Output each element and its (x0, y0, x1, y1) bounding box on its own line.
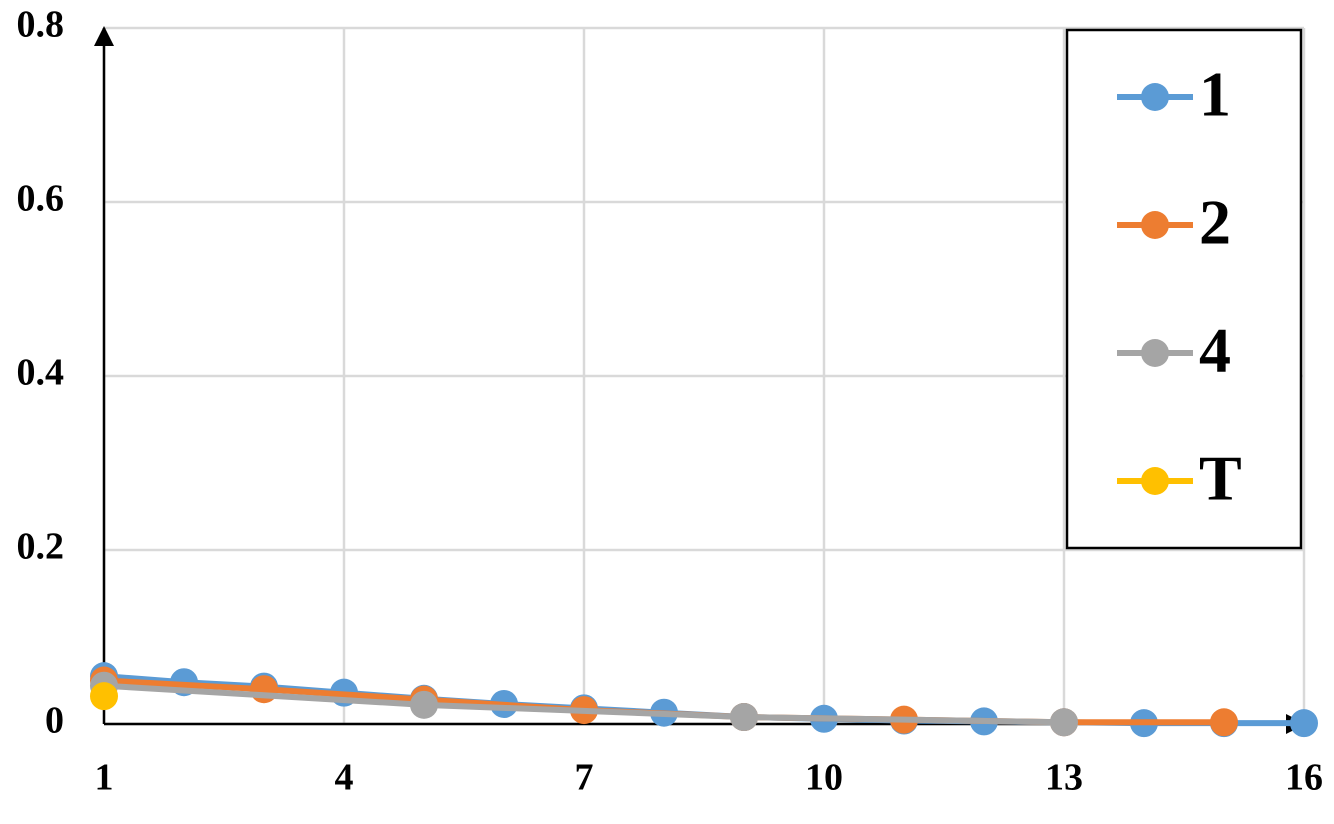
legend-marker (1141, 211, 1169, 239)
data-point (1050, 708, 1078, 737)
y-tick-label: 0.4 (17, 352, 65, 394)
data-point (730, 703, 758, 732)
legend-label: 4 (1199, 315, 1231, 386)
y-tick-label: 0 (45, 700, 64, 742)
y-tick-label: 0.2 (17, 526, 65, 568)
data-point (410, 690, 438, 719)
x-tick-label: 4 (335, 757, 354, 799)
x-tick-label: 7 (575, 757, 594, 799)
legend-label: 2 (1199, 187, 1231, 258)
x-tick-label: 16 (1285, 757, 1323, 799)
legend-box (1065, 28, 1303, 550)
plot (90, 662, 1318, 738)
x-tick-label: 13 (1045, 757, 1083, 799)
series-line (103, 682, 1065, 726)
legend-marker (1141, 339, 1169, 367)
data-point (90, 682, 118, 711)
legend-marker (1141, 467, 1169, 495)
legend-marker (1141, 83, 1169, 111)
data-point (250, 675, 278, 704)
x-tick-label: 1 (95, 757, 114, 799)
y-tick-label: 0.6 (17, 178, 65, 220)
legend-label: T (1199, 443, 1242, 514)
legend-label: 1 (1199, 59, 1231, 130)
data-point (1290, 709, 1318, 738)
data-point (1210, 708, 1238, 737)
y-tick-label: 0.8 (17, 4, 65, 46)
x-tick-label: 10 (805, 757, 843, 799)
